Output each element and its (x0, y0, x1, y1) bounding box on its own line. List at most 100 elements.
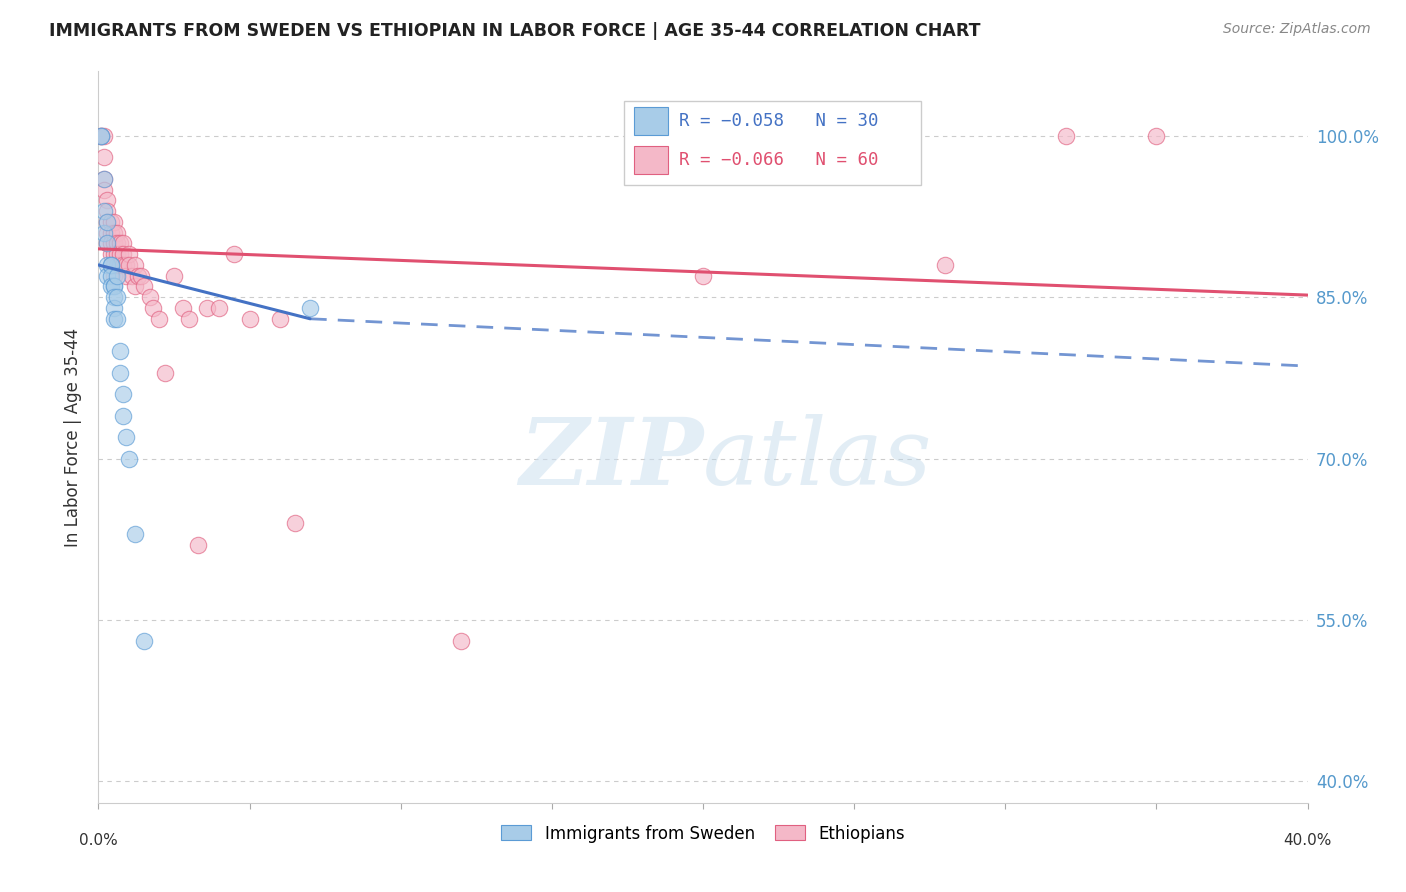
Point (96, 215, 118, 229)
FancyBboxPatch shape (634, 146, 668, 174)
Point (148, 311, 170, 326)
Point (172, 301, 194, 315)
Point (111, 409, 134, 423)
Text: 40.0%: 40.0% (1284, 833, 1331, 848)
Point (100, 226, 122, 240)
Point (105, 247, 128, 261)
Point (105, 236, 128, 251)
Point (111, 258, 134, 272)
Point (93, 172, 115, 186)
Point (90, 128, 112, 143)
Point (132, 634, 155, 648)
Point (108, 247, 131, 261)
Text: Source: ZipAtlas.com: Source: ZipAtlas.com (1223, 22, 1371, 37)
Legend: Immigrants from Sweden, Ethiopians: Immigrants from Sweden, Ethiopians (495, 818, 911, 849)
Point (139, 290, 162, 304)
Point (90, 128, 112, 143)
Point (93, 128, 115, 143)
Point (114, 258, 136, 272)
Point (103, 301, 125, 315)
Point (100, 258, 122, 272)
Point (103, 279, 125, 293)
Point (96, 258, 118, 272)
Point (114, 430, 136, 444)
Point (100, 279, 122, 293)
Point (100, 258, 122, 272)
Point (692, 268, 714, 283)
Text: IMMIGRANTS FROM SWEDEN VS ETHIOPIAN IN LABOR FORCE | AGE 35-44 CORRELATION CHART: IMMIGRANTS FROM SWEDEN VS ETHIOPIAN IN L… (49, 22, 981, 40)
Point (103, 268, 125, 283)
Point (108, 344, 131, 359)
Text: 0.0%: 0.0% (79, 833, 118, 848)
Point (100, 236, 122, 251)
Point (142, 301, 165, 315)
Point (111, 247, 134, 261)
Text: atlas: atlas (703, 414, 932, 504)
Point (179, 311, 201, 326)
Point (108, 258, 131, 272)
Point (239, 311, 262, 326)
Point (96, 194, 118, 208)
Text: ZIP: ZIP (519, 414, 703, 504)
Point (96, 204, 118, 219)
Point (105, 258, 128, 272)
Point (90, 128, 112, 143)
Point (93, 204, 115, 219)
Point (93, 172, 115, 186)
Point (132, 279, 155, 293)
Point (111, 387, 134, 401)
Point (103, 215, 125, 229)
Y-axis label: In Labor Force | Age 35-44: In Labor Force | Age 35-44 (65, 327, 83, 547)
Point (105, 311, 128, 326)
Point (269, 311, 291, 326)
Point (299, 301, 322, 315)
Point (153, 366, 176, 380)
Point (105, 268, 128, 283)
Point (121, 268, 143, 283)
Text: R = −0.058   N = 30: R = −0.058 N = 30 (679, 112, 879, 130)
Point (100, 247, 122, 261)
Point (96, 215, 118, 229)
Point (103, 247, 125, 261)
Point (100, 215, 122, 229)
Point (934, 258, 956, 272)
Point (124, 258, 146, 272)
Point (105, 290, 128, 304)
Point (118, 258, 141, 272)
Point (118, 247, 141, 261)
Point (124, 527, 146, 541)
FancyBboxPatch shape (634, 107, 668, 135)
Point (111, 236, 134, 251)
Point (129, 268, 152, 283)
Point (103, 258, 125, 272)
Point (284, 516, 307, 530)
Point (118, 451, 141, 466)
Point (195, 301, 218, 315)
Point (96, 226, 118, 240)
Point (105, 226, 128, 240)
Point (103, 226, 125, 240)
Point (224, 247, 246, 261)
Point (108, 236, 131, 251)
Point (103, 236, 125, 251)
Point (93, 226, 115, 240)
Point (96, 268, 118, 283)
Point (90, 128, 112, 143)
Point (96, 236, 118, 251)
Point (103, 279, 125, 293)
Point (187, 538, 209, 552)
Point (1144, 128, 1167, 143)
Point (124, 279, 146, 293)
Point (208, 301, 231, 315)
Point (450, 634, 472, 648)
Point (96, 236, 118, 251)
Point (127, 268, 149, 283)
Point (108, 366, 131, 380)
FancyBboxPatch shape (624, 101, 921, 185)
Point (103, 290, 125, 304)
Point (163, 268, 186, 283)
Point (103, 311, 125, 326)
Point (1054, 128, 1077, 143)
Point (100, 268, 122, 283)
Point (93, 183, 115, 197)
